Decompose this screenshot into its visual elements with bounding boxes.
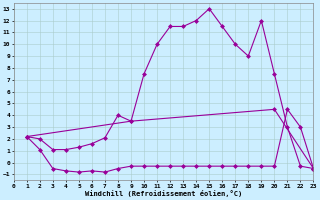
X-axis label: Windchill (Refroidissement éolien,°C): Windchill (Refroidissement éolien,°C): [85, 190, 242, 197]
